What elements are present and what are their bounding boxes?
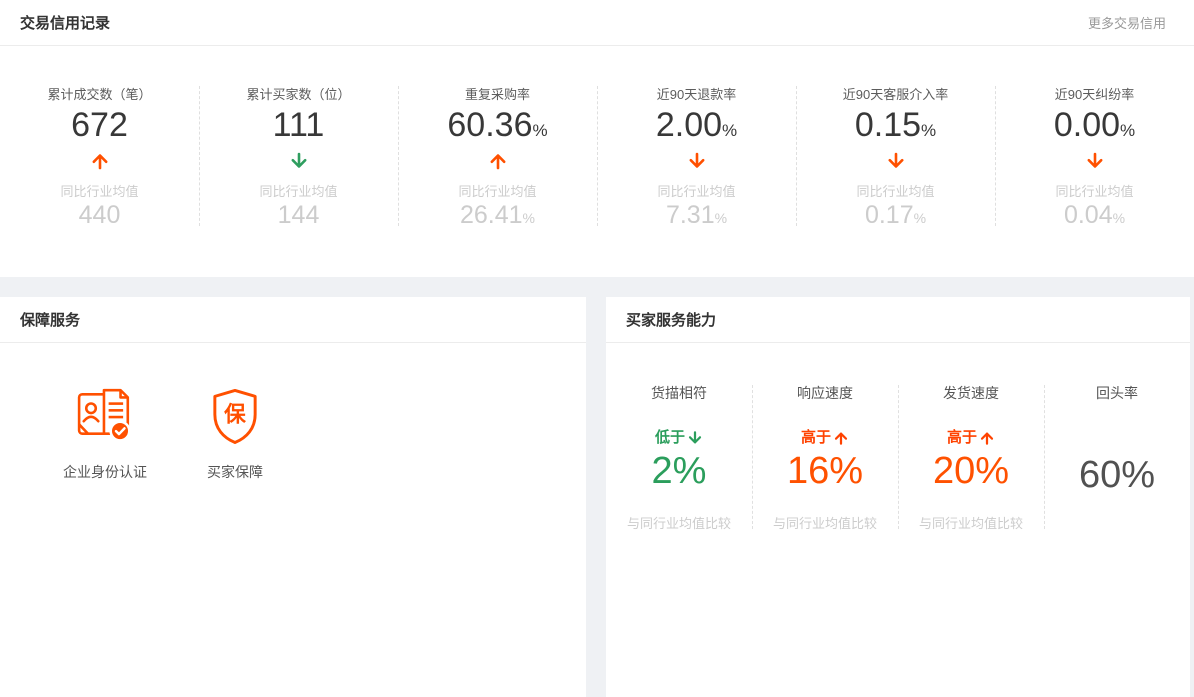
- stat-label: 累计买家数（位）: [246, 87, 351, 102]
- trend-up-icon: [398, 151, 597, 171]
- stat-dispute-rate-90d: 近90天纠纷率 0.00% 同比行业均值 0.04%: [995, 84, 1194, 230]
- service-compare-label: 与同行业均值比较: [772, 515, 877, 531]
- guarantee-services-card: 保障服务: [0, 297, 586, 697]
- guarantee-item-label: 买家保障: [207, 464, 263, 480]
- guarantee-title: 保障服务: [20, 312, 81, 329]
- industry-avg-value: 0.17%: [864, 201, 927, 230]
- service-value: 60%: [1078, 454, 1156, 496]
- service-label: 回头率: [1096, 385, 1138, 401]
- stat-total-buyers: 累计买家数（位） 111 同比行业均值 144: [199, 84, 398, 230]
- trade-credit-header: 交易信用记录 更多交易信用: [0, 0, 1194, 46]
- buyer-service-header: 买家服务能力: [606, 297, 1190, 343]
- stats-row: 累计成交数（笔） 672 同比行业均值 440 累计买家数（位） 111 同比行…: [0, 46, 1194, 230]
- trade-credit-card: 交易信用记录 更多交易信用 累计成交数（笔） 672 同比行业均值 440 累计…: [0, 0, 1194, 277]
- more-credit-link[interactable]: 更多交易信用: [1087, 16, 1166, 31]
- trend-down-icon: [597, 151, 796, 171]
- shield-bao-icon: 保: [174, 388, 296, 448]
- service-col-description-match: 货描相符 低于 2% 与同行业均值比较: [606, 383, 752, 532]
- bottom-row: 保障服务: [0, 297, 1194, 697]
- stat-value: 2.00%: [655, 106, 738, 144]
- trend-up-icon: [0, 151, 199, 171]
- service-trend: 低于: [606, 429, 752, 447]
- stat-label: 累计成交数（笔）: [47, 87, 152, 102]
- stat-total-deals: 累计成交数（笔） 672 同比行业均值 440: [0, 84, 199, 230]
- stat-repeat-purchase-rate: 重复采购率 60.36% 同比行业均值 26.41%: [398, 84, 597, 230]
- id-card-check-icon: [44, 388, 166, 448]
- industry-avg-label: 同比行业均值: [60, 184, 139, 200]
- industry-avg-value: 144: [277, 201, 320, 230]
- guarantee-body: 企业身份认证 保 买家保障: [0, 343, 586, 482]
- service-value: 2%: [651, 450, 707, 492]
- industry-avg-value: 26.41%: [459, 201, 535, 230]
- service-label: 响应速度: [797, 385, 853, 401]
- trend-down-icon: [199, 151, 398, 171]
- stat-value: 60.36%: [447, 106, 548, 144]
- trend-up-icon: [833, 430, 849, 446]
- service-col-shipping-speed: 发货速度 高于 20% 与同行业均值比较: [898, 383, 1044, 532]
- industry-avg-value: 0.04%: [1063, 201, 1126, 230]
- page-title: 交易信用记录: [20, 15, 111, 32]
- industry-avg-label: 同比行业均值: [458, 184, 537, 200]
- service-compare-label: 与同行业均值比较: [626, 515, 731, 531]
- stat-refund-rate-90d: 近90天退款率 2.00% 同比行业均值 7.31%: [597, 84, 796, 230]
- service-trend: 高于: [752, 429, 898, 447]
- guarantee-item-buyer-protection[interactable]: 保 买家保障: [174, 388, 296, 482]
- buyer-service-body: 货描相符 低于 2% 与同行业均值比较 响应速度 高于: [606, 343, 1190, 532]
- trend-down-icon: [687, 430, 703, 446]
- trend-down-icon: [796, 151, 995, 171]
- stat-label: 近90天退款率: [656, 87, 737, 102]
- trend-up-icon: [979, 430, 995, 446]
- shield-character: 保: [223, 401, 246, 426]
- service-trend: 高于: [898, 429, 1044, 447]
- industry-avg-label: 同比行业均值: [657, 184, 736, 200]
- service-value: 20%: [932, 450, 1010, 492]
- service-label: 货描相符: [651, 385, 707, 401]
- stat-value: 111: [272, 106, 325, 144]
- service-col-return-rate: 回头率 60%: [1044, 383, 1190, 532]
- buyer-service-card: 买家服务能力 货描相符 低于 2% 与同行业均值比较 响应速度 高于: [606, 297, 1190, 697]
- service-col-response-speed: 响应速度 高于 16% 与同行业均值比较: [752, 383, 898, 532]
- stat-value: 0.15%: [854, 106, 937, 144]
- industry-avg-label: 同比行业均值: [259, 184, 338, 200]
- service-label: 发货速度: [943, 385, 999, 401]
- industry-avg-value: 7.31%: [665, 201, 728, 230]
- service-value: 16%: [786, 450, 864, 492]
- service-compare-label: 与同行业均值比较: [918, 515, 1023, 531]
- guarantee-item-enterprise-identity[interactable]: 企业身份认证: [44, 388, 166, 482]
- industry-avg-label: 同比行业均值: [1055, 184, 1134, 200]
- trend-down-icon: [995, 151, 1194, 171]
- stat-label: 近90天纠纷率: [1054, 87, 1135, 102]
- stat-cs-intervention-rate-90d: 近90天客服介入率 0.15% 同比行业均值 0.17%: [796, 84, 995, 230]
- stat-label: 重复采购率: [464, 87, 530, 102]
- guarantee-item-label: 企业身份认证: [63, 464, 147, 480]
- stat-label: 近90天客服介入率: [842, 87, 949, 102]
- buyer-service-title: 买家服务能力: [626, 312, 717, 329]
- industry-avg-label: 同比行业均值: [856, 184, 935, 200]
- stat-value: 0.00%: [1053, 106, 1136, 144]
- stat-value: 672: [71, 106, 128, 144]
- guarantee-header: 保障服务: [0, 297, 586, 343]
- industry-avg-value: 440: [78, 201, 121, 230]
